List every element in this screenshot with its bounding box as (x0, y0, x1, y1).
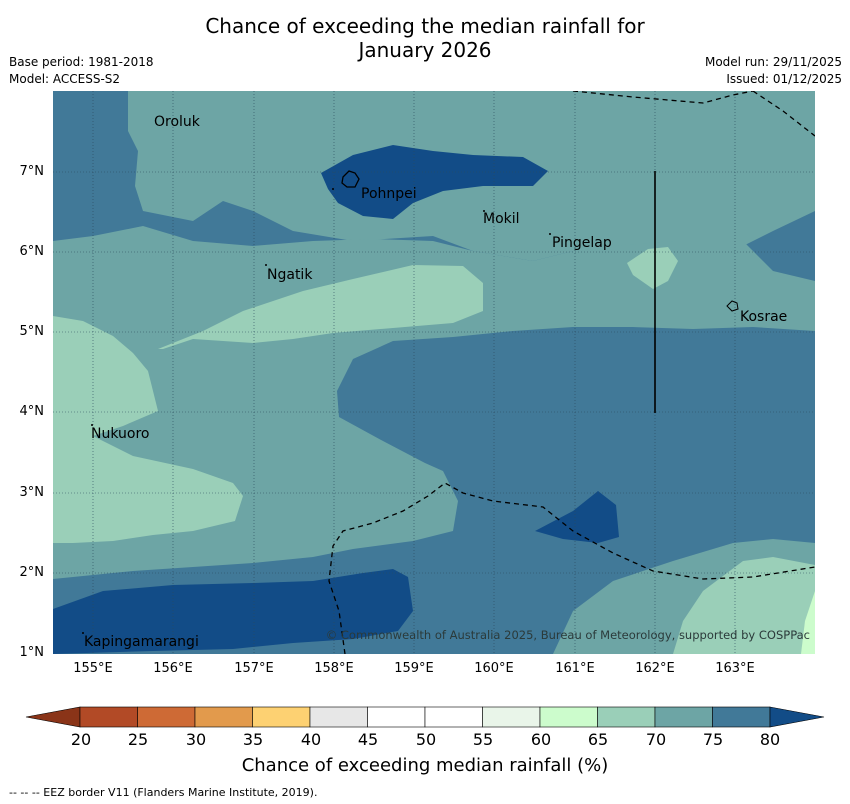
zone-80-east (535, 491, 619, 543)
pohnpei-outlier-marker (332, 188, 334, 190)
lat-label-3: 3°N (19, 485, 45, 500)
place-nukuoro: Nukuoro (91, 426, 149, 442)
ngatik-marker (265, 264, 267, 266)
zone-80-north (321, 145, 548, 219)
zone-60-southeast (801, 591, 815, 654)
lon-label-159: 159°E (394, 661, 434, 676)
colorbar-cell-60 (539, 706, 598, 728)
map-title: Chance of exceeding the median rainfall … (0, 14, 850, 62)
copyright-notice: © Commonwealth of Australia 2025, Bureau… (326, 628, 810, 642)
rainfall-map: Oroluk Pohnpei Mokil Pingelap Ngatik Kos… (53, 91, 815, 654)
eez-border (328, 91, 815, 654)
lat-label-5: 5°N (19, 324, 45, 339)
colorbar-cell-20 (79, 706, 138, 728)
lon-label-163: 163°E (715, 661, 755, 676)
lon-label-160: 160°E (474, 661, 514, 676)
title-line-1: Chance of exceeding the median rainfall … (205, 14, 645, 38)
meta-left: Base period: 1981-2018 Model: ACCESS-S2 (9, 54, 154, 88)
lon-label-161: 161°E (555, 661, 595, 676)
zone-80-south (53, 569, 413, 654)
colorbar-cell-35 (252, 706, 311, 728)
cb-label-80: 80 (759, 730, 781, 749)
nukuoro-marker (91, 424, 93, 426)
zone-65-east-patch (627, 247, 678, 289)
issued-date: Issued: 01/12/2025 (726, 72, 842, 86)
zone-65-southeast (673, 557, 815, 654)
colorbar-cells (79, 706, 771, 728)
place-pingelap: Pingelap (552, 235, 612, 251)
cb-label-40: 40 (300, 730, 322, 749)
colorbar-over-arrow (769, 706, 825, 728)
kapingamarangi-marker (82, 632, 84, 634)
cb-label-55: 55 (472, 730, 494, 749)
kosrae-island-icon (726, 300, 739, 312)
colorbar-title: Chance of exceeding median rainfall (%) (241, 755, 609, 776)
cb-label-30: 30 (185, 730, 207, 749)
title-line-2: January 2026 (358, 38, 492, 62)
model-run: Model run: 29/11/2025 (704, 55, 842, 69)
place-oroluk: Oroluk (154, 114, 201, 130)
lon-label-156: 156°E (153, 661, 193, 676)
cb-label-35: 35 (242, 730, 264, 749)
cb-label-45: 45 (357, 730, 379, 749)
colorbar-cell-75 (712, 706, 771, 728)
place-pohnpei: Pohnpei (361, 186, 417, 202)
colorbar (25, 706, 825, 728)
place-mokil: Mokil (483, 211, 520, 227)
colorbar-cell-50 (424, 706, 483, 728)
colorbar-cell-30 (194, 706, 253, 728)
meta-right: Model run: 29/11/2025 Issued: 01/12/2025 (705, 54, 842, 88)
cb-label-20: 20 (70, 730, 92, 749)
lon-label-162: 162°E (635, 661, 675, 676)
lon-label-155: 155°E (73, 661, 113, 676)
eez-legend-note: -- -- -- EEZ border V11 (Flanders Marine… (9, 786, 318, 799)
zone-65-left (53, 316, 243, 543)
cb-label-65: 65 (587, 730, 609, 749)
colorbar-cell-40 (309, 706, 368, 728)
mokil-marker (483, 210, 485, 212)
colorbar-cell-65 (597, 706, 656, 728)
pohnpei-island-icon (341, 170, 360, 188)
colorbar-cell-55 (482, 706, 541, 728)
model-name: Model: ACCESS-S2 (9, 72, 121, 86)
lat-label-2: 2°N (19, 565, 45, 580)
cb-label-50: 50 (415, 730, 437, 749)
cb-label-60: 60 (530, 730, 552, 749)
cb-label-75: 75 (702, 730, 724, 749)
lat-label-1: 1°N (19, 645, 45, 660)
lat-label-6: 6°N (19, 244, 45, 259)
colorbar-cell-70 (654, 706, 713, 728)
lon-label-157: 157°E (234, 661, 274, 676)
cb-label-25: 25 (127, 730, 149, 749)
colorbar-cell-45 (367, 706, 426, 728)
zone-65-middle (158, 265, 483, 349)
pingelap-marker (549, 233, 551, 235)
place-kapingamarangi: Kapingamarangi (84, 634, 199, 650)
place-ngatik: Ngatik (267, 267, 313, 283)
place-kosrae: Kosrae (740, 309, 787, 325)
atoll-markers (82, 188, 551, 634)
lon-label-158: 158°E (314, 661, 354, 676)
base-period: Base period: 1981-2018 (9, 55, 154, 69)
lat-label-4: 4°N (19, 404, 45, 419)
colorbar-under-arrow (25, 706, 81, 728)
cb-label-70: 70 (645, 730, 667, 749)
colorbar-cell-25 (137, 706, 196, 728)
lat-label-7: 7°N (19, 164, 45, 179)
